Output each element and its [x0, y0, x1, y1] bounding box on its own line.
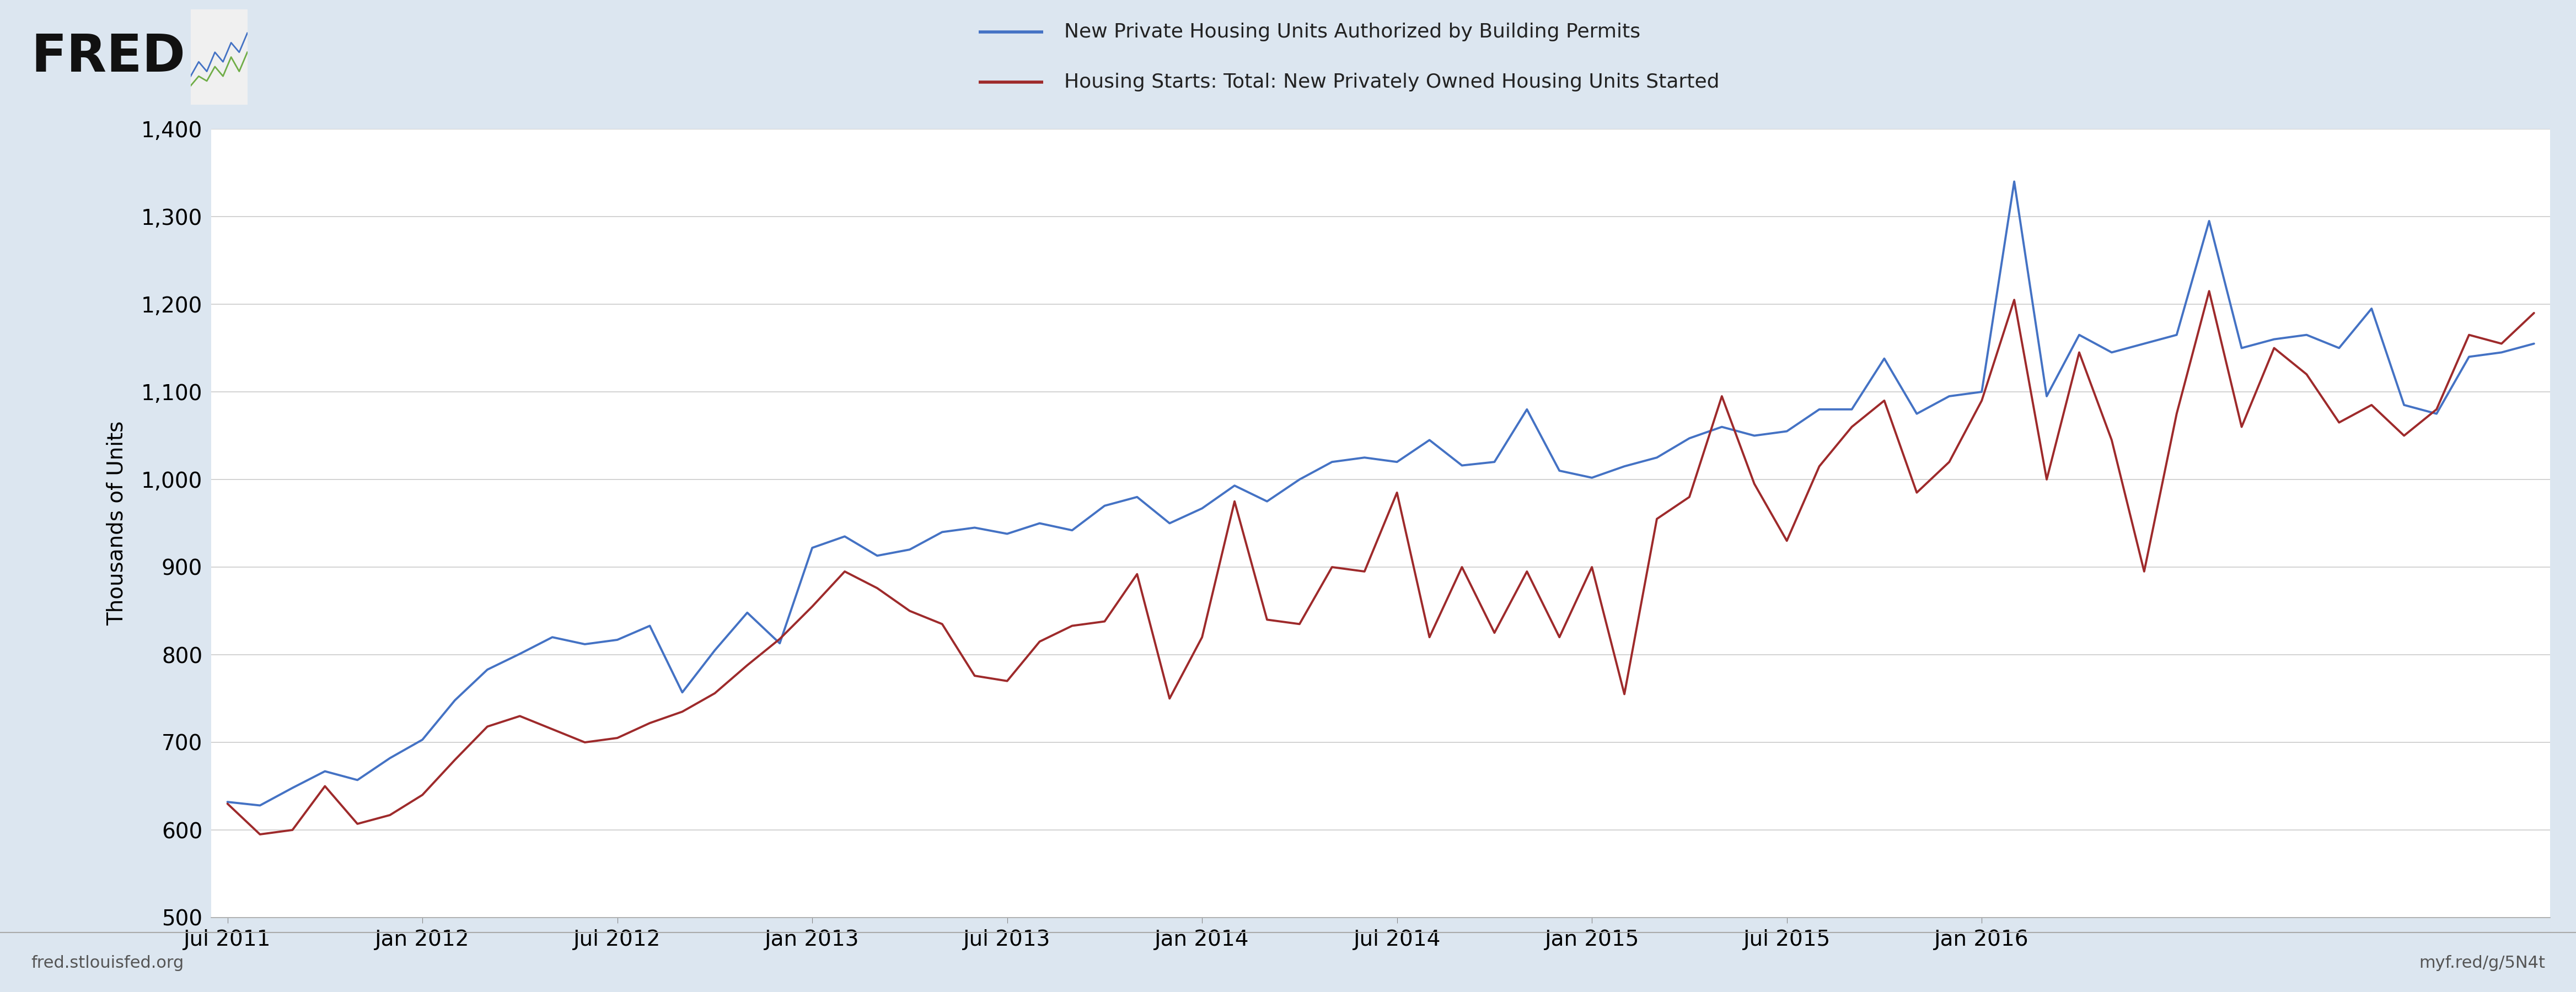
Y-axis label: Thousands of Units: Thousands of Units [106, 421, 126, 626]
Text: myf.red/g/5N4t: myf.red/g/5N4t [2419, 955, 2545, 971]
Text: Housing Starts: Total: New Privately Owned Housing Units Started: Housing Starts: Total: New Privately Own… [1064, 72, 1718, 91]
Text: FRED: FRED [31, 32, 185, 82]
Text: New Private Housing Units Authorized by Building Permits: New Private Housing Units Authorized by … [1064, 23, 1641, 42]
Text: fred.stlouisfed.org: fred.stlouisfed.org [31, 955, 183, 971]
